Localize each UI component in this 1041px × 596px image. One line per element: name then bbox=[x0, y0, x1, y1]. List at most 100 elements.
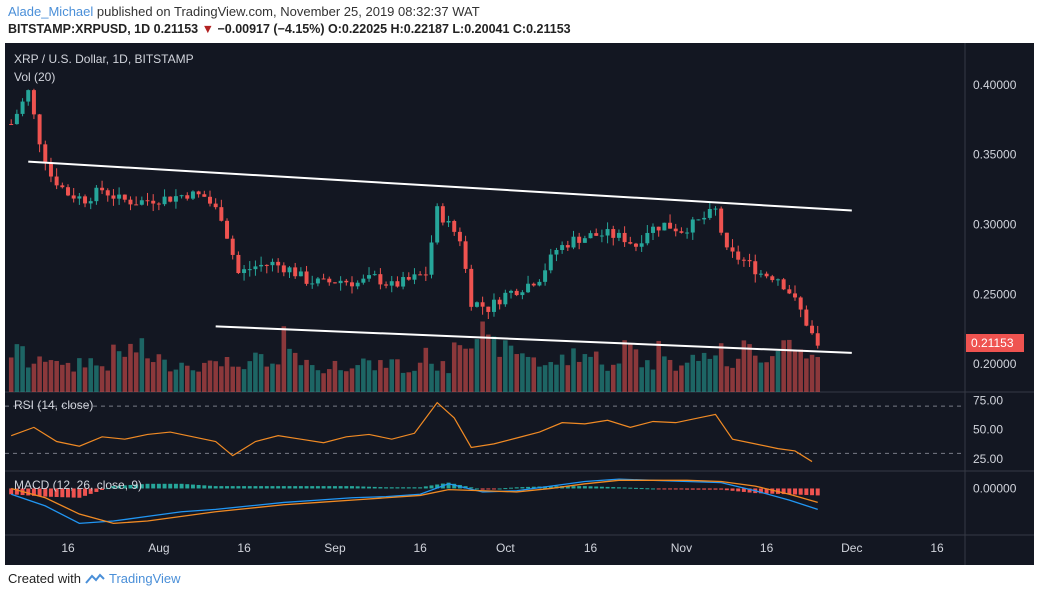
macd-histogram-bar bbox=[287, 486, 292, 489]
volume-bar bbox=[764, 362, 769, 392]
volume-bar bbox=[735, 358, 741, 392]
macd-histogram-bar bbox=[60, 488, 65, 498]
macd-histogram-bar bbox=[474, 488, 479, 490]
candle-body bbox=[719, 208, 724, 233]
candle-body bbox=[452, 220, 457, 232]
candle-body bbox=[690, 219, 695, 233]
candle-body bbox=[253, 266, 258, 270]
candle-body bbox=[54, 176, 59, 186]
rsi-line bbox=[10, 401, 813, 463]
volume-bar bbox=[809, 354, 815, 392]
tradingview-logo-icon bbox=[85, 573, 105, 584]
macd-histogram-bar bbox=[656, 488, 661, 490]
candle-body bbox=[633, 243, 638, 247]
candle-body bbox=[565, 245, 570, 248]
volume-bar bbox=[378, 360, 383, 392]
chart-frame[interactable]: 75.00 50.00 25.00 0.00000 0.40000 0.35000 0.… bbox=[5, 43, 1034, 565]
volume-label: Vol (20) bbox=[14, 70, 55, 84]
volume-bar bbox=[650, 369, 656, 392]
macd-histogram-bar bbox=[531, 486, 536, 489]
macd-histogram-bar bbox=[804, 488, 809, 495]
macd-histogram-bar bbox=[344, 486, 349, 489]
volume-bar bbox=[264, 366, 270, 392]
candle-body bbox=[588, 233, 593, 239]
macd-histogram-bar bbox=[736, 488, 741, 492]
volume-bar bbox=[582, 354, 588, 392]
time-tick-label: 16 bbox=[930, 541, 944, 555]
macd-histogram-bar bbox=[622, 487, 627, 489]
candle-body bbox=[128, 199, 133, 205]
volume-bar bbox=[275, 364, 281, 392]
macd-histogram-bar bbox=[26, 488, 31, 496]
volume-bar bbox=[758, 362, 764, 392]
macd-histogram-bar bbox=[230, 486, 235, 489]
candle-body bbox=[713, 208, 718, 210]
volume-bar bbox=[82, 367, 88, 392]
macd-histogram-bar bbox=[673, 488, 678, 490]
rsi-tick-label: 50.00 bbox=[973, 423, 1003, 437]
candle-body bbox=[384, 284, 389, 286]
macd-histogram-bar bbox=[480, 488, 485, 490]
macd-tick-label: 0.00000 bbox=[973, 481, 1017, 495]
candle-body bbox=[463, 241, 468, 269]
macd-histogram-bar bbox=[514, 487, 519, 489]
candle-body bbox=[162, 196, 167, 205]
candle-body bbox=[764, 273, 769, 277]
candle-body bbox=[787, 289, 792, 294]
candle-body bbox=[753, 261, 758, 275]
volume-bar bbox=[684, 362, 690, 392]
volume-bar bbox=[554, 364, 559, 392]
candle-body bbox=[236, 254, 241, 274]
volume-bar bbox=[440, 361, 446, 392]
macd-histogram-bar bbox=[645, 488, 650, 490]
ohlc-close: C:0.21153 bbox=[512, 22, 571, 36]
candle-body bbox=[48, 162, 53, 177]
macd-histogram-bar bbox=[446, 482, 451, 489]
candle-body bbox=[577, 236, 582, 243]
author-link[interactable]: Alade_Michael bbox=[8, 4, 94, 19]
volume-bar bbox=[224, 356, 230, 392]
volume-bar bbox=[236, 366, 241, 392]
macd-histogram-bar bbox=[225, 486, 230, 489]
macd-histogram-bar bbox=[690, 488, 695, 490]
candle-body bbox=[531, 283, 536, 286]
macd-histogram-bar bbox=[491, 488, 496, 490]
tradingview-link[interactable]: TradingView bbox=[108, 571, 181, 586]
macd-histogram-bar bbox=[423, 486, 428, 489]
candle-body bbox=[185, 195, 190, 199]
macd-histogram-bar bbox=[105, 488, 110, 490]
candle-body bbox=[730, 247, 735, 252]
candle-body bbox=[662, 222, 667, 231]
main-pane-title: XRP / U.S. Dollar, 1D, BITSTAMP bbox=[14, 52, 194, 66]
candle-body bbox=[134, 204, 139, 206]
volume-bar bbox=[781, 340, 786, 392]
candle-body bbox=[514, 290, 519, 296]
macd-histogram-bar bbox=[662, 488, 667, 490]
volume-bar bbox=[576, 361, 582, 392]
footer: Created with TradingView bbox=[8, 571, 181, 586]
volume-bar bbox=[156, 354, 162, 392]
macd-histogram-bar bbox=[247, 486, 252, 489]
volume-bar bbox=[355, 365, 360, 392]
macd-histogram-bar bbox=[401, 487, 406, 489]
volume-bar bbox=[679, 365, 684, 392]
macd-histogram-bar bbox=[713, 488, 718, 490]
chart-svg[interactable]: 75.00 50.00 25.00 0.00000 0.40000 0.35000 0.… bbox=[5, 43, 1034, 565]
macd-histogram-bar bbox=[151, 483, 156, 489]
volume-bar bbox=[361, 358, 366, 392]
macd-histogram-bar bbox=[787, 488, 792, 495]
rsi-tick-label: 75.00 bbox=[973, 393, 1003, 407]
candle-body bbox=[639, 243, 644, 247]
macd-histogram-bar bbox=[43, 488, 48, 497]
volume-bar bbox=[253, 352, 258, 392]
volume-bar bbox=[315, 370, 321, 392]
macd-histogram-bar bbox=[71, 488, 76, 498]
volume-bar bbox=[417, 362, 423, 392]
candle-body bbox=[344, 280, 349, 283]
macd-histogram-bar bbox=[338, 486, 343, 489]
volume-bar bbox=[219, 366, 224, 392]
candle-body bbox=[259, 264, 264, 267]
down-arrow-icon: ▼ bbox=[201, 22, 214, 36]
macd-histogram-bar bbox=[412, 487, 417, 489]
macd-histogram-bar bbox=[14, 488, 19, 495]
